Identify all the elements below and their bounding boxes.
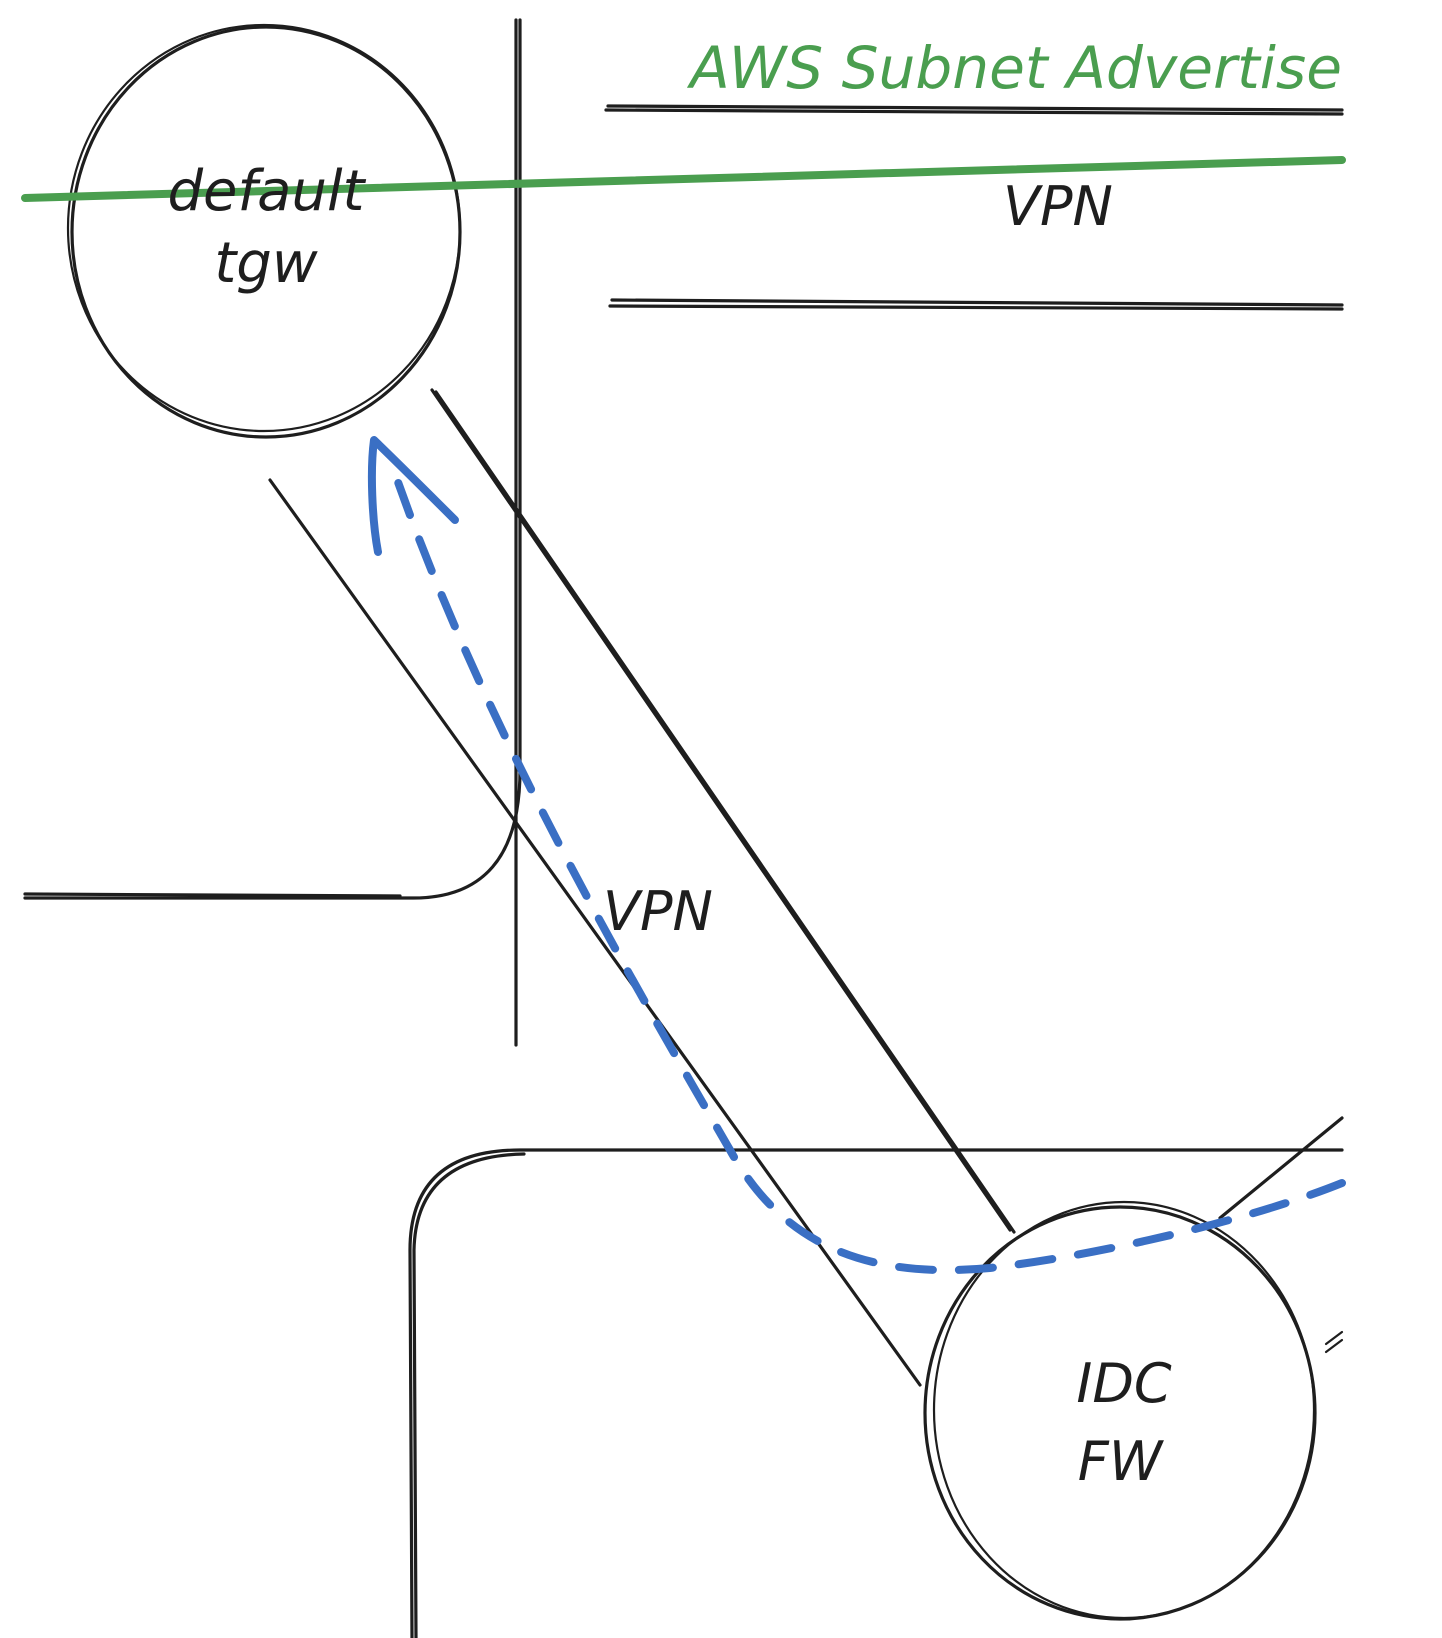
- idc-container: [408, 1148, 1344, 1638]
- aws-container: [23, 18, 522, 1047]
- idc-fw-node: [923, 1200, 1317, 1621]
- tgw-label-line2: tgw: [214, 231, 318, 296]
- diagram-title: AWS Subnet Advertise: [686, 34, 1342, 102]
- default-tgw-node: [66, 23, 462, 439]
- fw-label-line2: FW: [1078, 1430, 1165, 1493]
- vpn-middle-label: VPN: [603, 880, 713, 943]
- fw-label-line1: IDC: [1076, 1352, 1172, 1415]
- advertise-line: [21, 156, 1346, 202]
- traffic-path-arrowhead: [367, 436, 459, 556]
- traffic-path: [367, 436, 1346, 1275]
- tgw-label-line1: default: [167, 159, 366, 224]
- vpn-tunnel-right: [1218, 1116, 1344, 1354]
- vpn-tunnel-top: [604, 104, 1344, 311]
- vpn-top-label: VPN: [1003, 175, 1113, 238]
